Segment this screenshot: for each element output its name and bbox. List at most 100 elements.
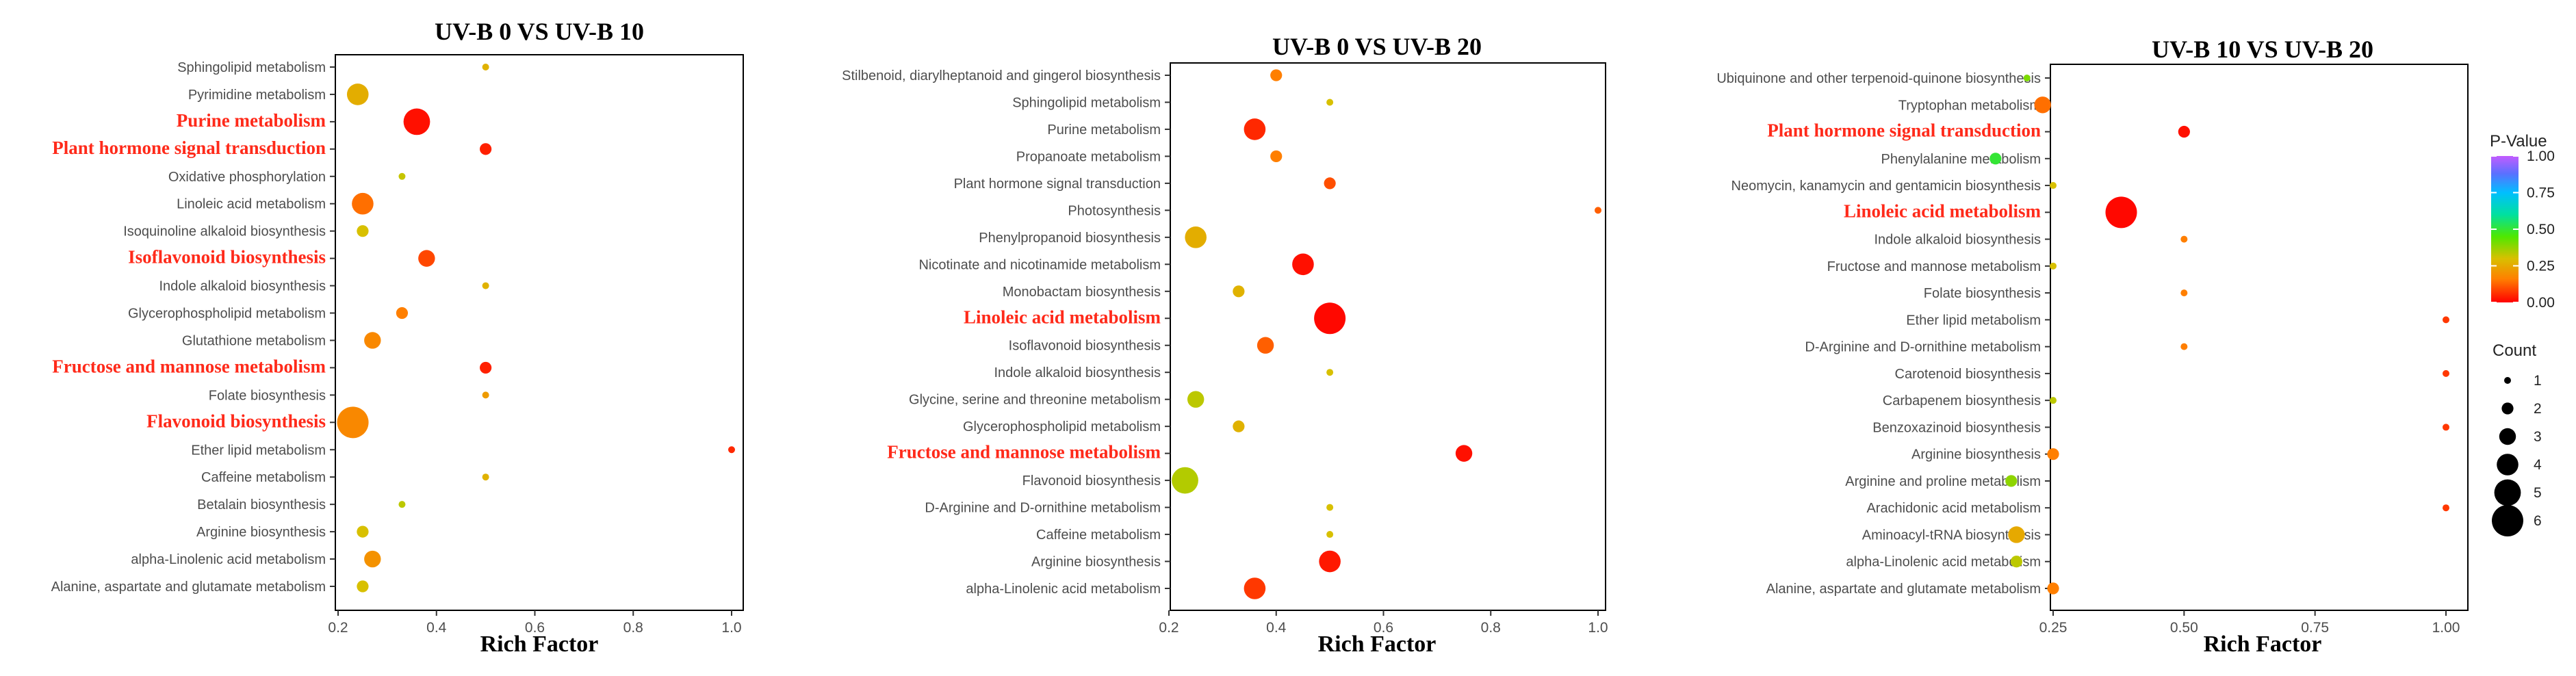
y-tick-label: Purine metabolism [1047, 122, 1161, 138]
data-point [346, 83, 369, 105]
x-tick-label: 0.4 [426, 620, 447, 636]
count-legend-label: 6 [2534, 513, 2542, 529]
y-tick-label: Arginine and proline metabolism [1845, 474, 2041, 489]
count-legend-label: 4 [2534, 457, 2542, 473]
y-tick-label: Isoquinoline alkaloid biosynthesis [123, 224, 326, 239]
y-tick-label: Propanoate metabolism [1016, 149, 1161, 164]
data-point [2180, 235, 2188, 243]
data-point [482, 473, 489, 481]
count-legend-label: 1 [2534, 373, 2542, 389]
data-point [357, 525, 369, 538]
y-tick-label: Arginine biosynthesis [196, 525, 326, 540]
y-tick-label: Indole alkaloid biosynthesis [1875, 233, 2042, 248]
y-tick-label: Arginine biosynthesis [1911, 447, 2041, 463]
panel-2-x-ticks: 0.2 0.4 0.6 0.8 1.0 [1159, 610, 1608, 636]
panel-3-points [1989, 75, 2449, 595]
data-point [2443, 424, 2449, 431]
y-tick-label: Ubiquinone and other terpenoid-quinone b… [1716, 71, 2041, 86]
count-legend-items: 1 2 3 4 5 6 [2492, 373, 2542, 536]
panel-2-title: UV-B 0 VS UV-B 20 [1272, 33, 1482, 60]
y-tick-label: D-Arginine and D-ornithine metabolism [1805, 340, 2041, 355]
data-point [1172, 467, 1198, 494]
data-point [1326, 369, 1334, 376]
data-point [352, 192, 374, 215]
data-point [2034, 96, 2051, 114]
y-tick-label: Neomycin, kanamycin and gentamicin biosy… [1731, 179, 2041, 194]
pvalue-legend: P-Value 1.00 0.75 0.50 0.25 0.00 [2490, 132, 2555, 311]
y-tick-label: Benzoxazinoid biosynthesis [1872, 420, 2041, 435]
y-tick-label: Flavonoid biosynthesis [1022, 473, 1161, 489]
panel-1-points [337, 64, 735, 593]
colorbar-tick-label: 0.25 [2527, 259, 2555, 274]
data-point [1595, 207, 1601, 214]
y-tick-label: Indole alkaloid biosynthesis [159, 279, 326, 294]
panel-1-plot-area [335, 54, 744, 611]
count-legend-dot [2499, 428, 2516, 445]
y-tick-label: Monobactam biosynthesis [1003, 285, 1161, 300]
panel-1-x-label: Rich Factor [480, 632, 599, 657]
y-tick-label: Oxidative phosphorylation [168, 170, 326, 185]
data-point [364, 550, 381, 568]
data-point [398, 172, 406, 180]
data-point [2180, 289, 2188, 297]
y-tick-label: Sphingolipid metabolism [1012, 95, 1161, 110]
panel-1-x-ticks: 0.2 0.4 0.6 0.8 1.0 [328, 610, 742, 636]
count-legend-dot [2501, 402, 2514, 415]
data-point [482, 282, 489, 289]
y-tick-label: Nicotinate and nicotinamide metabolism [918, 257, 1161, 272]
data-point [482, 391, 489, 399]
panel-1-y-labels: Sphingolipid metabolism Pyrimidine metabo… [51, 60, 335, 595]
data-point [2005, 475, 2018, 487]
data-point [357, 580, 369, 593]
data-point [2443, 316, 2449, 324]
panel-2-x-label: Rich Factor [1318, 632, 1437, 657]
y-tick-label: Glycerophospholipid metabolism [128, 307, 326, 322]
count-legend-label: 2 [2534, 401, 2542, 417]
y-tick-label: Photosynthesis [1068, 203, 1161, 218]
y-tick-label: Plant hormone signal transduction [954, 177, 1161, 192]
y-tick-label: Carotenoid biosynthesis [1895, 367, 2041, 382]
count-legend-dot [2497, 454, 2519, 476]
y-tick-label-highlighted: Linoleic acid metabolism [964, 307, 1161, 327]
data-point [1455, 445, 1473, 462]
data-point [337, 406, 369, 439]
data-point [480, 361, 492, 374]
x-tick-label: 1.0 [1588, 620, 1608, 636]
y-tick-label: Ether lipid metabolism [1906, 313, 2041, 328]
data-point [1233, 285, 1245, 298]
count-legend: Count 1 2 3 4 5 6 [2492, 341, 2542, 536]
data-point [398, 501, 406, 508]
data-point [1257, 337, 1274, 354]
data-point [2008, 526, 2025, 543]
y-tick-label: Carbapenem biosynthesis [1883, 393, 2041, 408]
panel-2-plot-area [1170, 62, 1606, 611]
data-point [2178, 125, 2190, 138]
data-point [2010, 556, 2023, 568]
data-point [2180, 343, 2188, 350]
panel-3: UV-B 10 VS UV-B 20 Ubiquinone and other … [1716, 36, 2469, 657]
y-tick-label-highlighted: Fructose and mannose metabolism [52, 356, 326, 376]
y-tick-label: Folate biosynthesis [209, 388, 326, 403]
y-tick-label: Fructose and mannose metabolism [1827, 259, 2041, 274]
panel-2-y-labels: Stilbenoid, diarylheptanoid and gingerol… [842, 68, 1170, 597]
data-point [2050, 182, 2057, 190]
x-tick-label: 0.4 [1266, 620, 1287, 636]
panel-2: UV-B 0 VS UV-B 20 Stilbenoid, diarylhept… [842, 33, 1608, 657]
y-tick-label: Stilbenoid, diarylheptanoid and gingerol… [842, 68, 1161, 83]
y-tick-label: Arginine biosynthesis [1031, 555, 1161, 570]
y-tick-label: alpha-Linolenic acid metabolism [131, 552, 326, 567]
data-point [1326, 99, 1334, 106]
y-tick-label: Phenylpropanoid biosynthesis [979, 231, 1161, 246]
x-tick-label: 0.50 [2170, 620, 2198, 636]
x-tick-label: 0.8 [623, 620, 643, 636]
data-point [2047, 448, 2059, 460]
y-tick-label-highlighted: Fructose and mannose metabolism [887, 442, 1161, 463]
data-point [2050, 262, 2057, 270]
y-tick-label: Linoleic acid metabolism [177, 197, 326, 212]
data-point [1244, 577, 1266, 599]
pvalue-legend-title: P-Value [2490, 132, 2547, 151]
y-tick-label: D-Arginine and D-ornithine metabolism [925, 501, 1161, 516]
data-point [1324, 177, 1336, 190]
y-tick-label: Phenylalanine metabolism [1881, 152, 2041, 167]
count-legend-dot [2504, 377, 2511, 384]
